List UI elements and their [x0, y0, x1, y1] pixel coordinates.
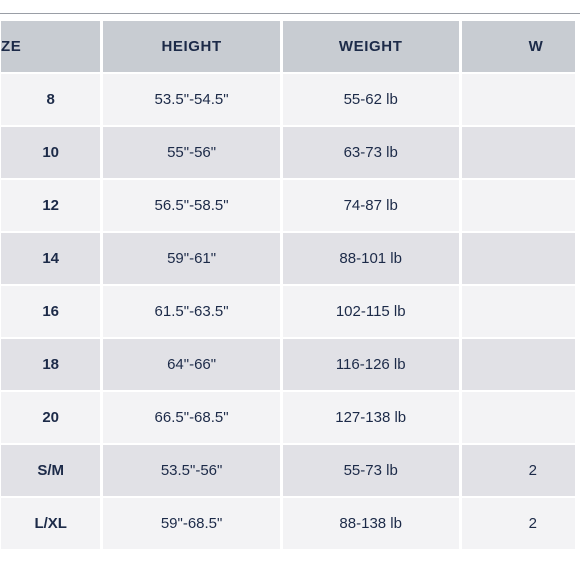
- weight-cell: 74-87 lb: [282, 180, 459, 231]
- extra-cell: [461, 74, 575, 125]
- size-cell: 14: [1, 233, 101, 284]
- column-header-weight: WEIGHT: [282, 21, 459, 72]
- size-cell: L/XL: [1, 498, 101, 549]
- table-row: S/M 53.5"-56" 55-73 lb 2: [1, 445, 575, 496]
- height-cell: 53.5"-56": [103, 445, 280, 496]
- extra-cell: [461, 392, 575, 443]
- table-header-row: ZE HEIGHT WEIGHT W: [1, 21, 575, 72]
- size-cell: 18: [1, 339, 101, 390]
- size-cell: 8: [1, 74, 101, 125]
- table-row: 10 55"-56" 63-73 lb: [1, 127, 575, 178]
- extra-cell: [461, 339, 575, 390]
- height-cell: 55"-56": [103, 127, 280, 178]
- weight-cell: 102-115 lb: [282, 286, 459, 337]
- extra-cell: [461, 286, 575, 337]
- size-cell: 12: [1, 180, 101, 231]
- size-cell: 16: [1, 286, 101, 337]
- extra-cell: 2: [461, 445, 575, 496]
- table-row: 14 59"-61" 88-101 lb: [1, 233, 575, 284]
- size-cell: 10: [1, 127, 101, 178]
- height-cell: 64"-66": [103, 339, 280, 390]
- height-cell: 59"-61": [103, 233, 280, 284]
- table-row: L/XL 59"-68.5" 88-138 lb 2: [1, 498, 575, 549]
- size-cell: S/M: [1, 445, 101, 496]
- extra-cell: [461, 180, 575, 231]
- height-cell: 53.5"-54.5": [103, 74, 280, 125]
- table-row: 20 66.5"-68.5" 127-138 lb: [1, 392, 575, 443]
- column-header-extra: W: [461, 21, 575, 72]
- column-header-height: HEIGHT: [103, 21, 280, 72]
- height-cell: 61.5"-63.5": [103, 286, 280, 337]
- extra-cell: [461, 127, 575, 178]
- table-row: 12 56.5"-58.5" 74-87 lb: [1, 180, 575, 231]
- weight-cell: 55-73 lb: [282, 445, 459, 496]
- height-cell: 56.5"-58.5": [103, 180, 280, 231]
- height-cell: 66.5"-68.5": [103, 392, 280, 443]
- weight-cell: 88-101 lb: [282, 233, 459, 284]
- table-row: 16 61.5"-63.5" 102-115 lb: [1, 286, 575, 337]
- size-chart-table: ZE HEIGHT WEIGHT W 8 53.5"-54.5" 55-62 l…: [0, 19, 578, 551]
- height-cell: 59"-68.5": [103, 498, 280, 549]
- weight-cell: 116-126 lb: [282, 339, 459, 390]
- table-row: 8 53.5"-54.5" 55-62 lb: [1, 74, 575, 125]
- table-row: 18 64"-66" 116-126 lb: [1, 339, 575, 390]
- size-cell: 20: [1, 392, 101, 443]
- weight-cell: 88-138 lb: [282, 498, 459, 549]
- top-divider: [0, 13, 580, 14]
- extra-cell: 2: [461, 498, 575, 549]
- weight-cell: 55-62 lb: [282, 74, 459, 125]
- weight-cell: 127-138 lb: [282, 392, 459, 443]
- column-header-size: ZE: [1, 21, 101, 72]
- weight-cell: 63-73 lb: [282, 127, 459, 178]
- extra-cell: [461, 233, 575, 284]
